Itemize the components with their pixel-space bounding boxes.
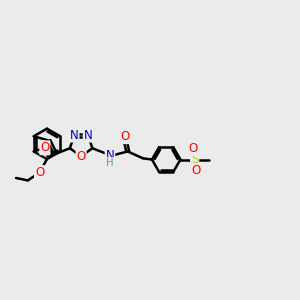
Text: O: O [76, 150, 86, 163]
Text: O: O [40, 141, 50, 154]
Text: O: O [35, 166, 44, 179]
Text: O: O [189, 142, 198, 155]
Text: O: O [120, 130, 129, 143]
Text: N: N [106, 149, 114, 162]
Text: N: N [70, 129, 79, 142]
Text: H: H [106, 158, 114, 168]
Text: O: O [191, 164, 200, 177]
Text: N: N [84, 129, 92, 142]
Text: S: S [191, 153, 198, 166]
